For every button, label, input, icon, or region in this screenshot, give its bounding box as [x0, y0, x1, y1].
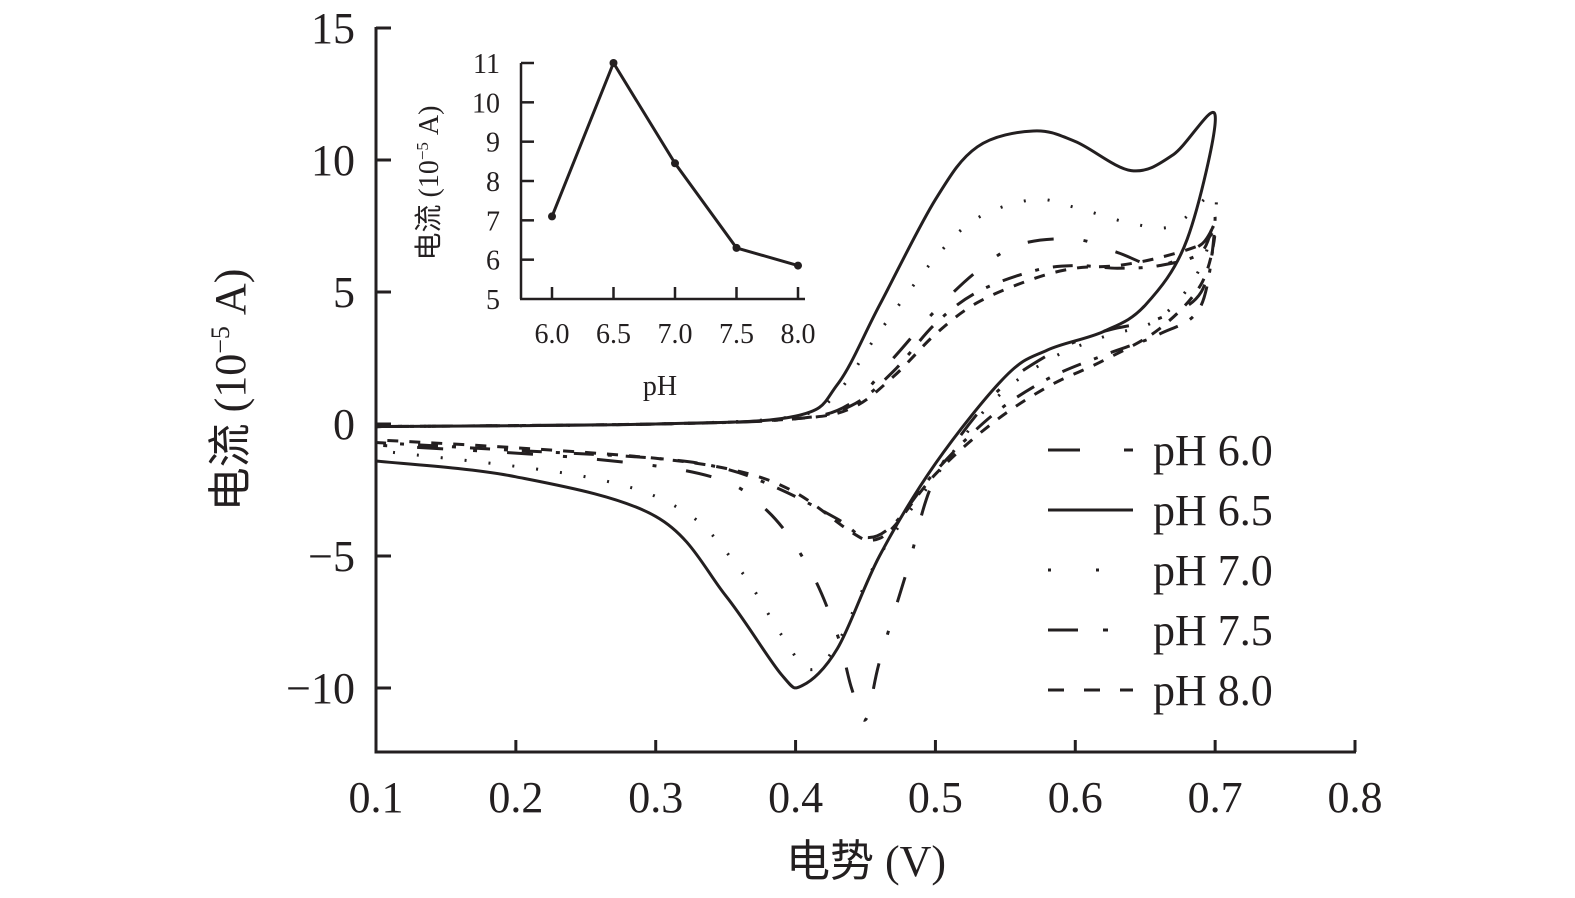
inset-y-tick-label: 11: [473, 49, 500, 80]
inset-series: [548, 59, 802, 270]
inset-y-label-sup: −5: [413, 142, 432, 160]
inset-chart: 5 6 7 8 9 10 11 6.0 6.5 7.0 7.5 8.0 pH 电流 (10−5 A): [413, 49, 816, 402]
legend-item: pH 7.0: [1048, 546, 1273, 595]
inset-y-tick-label: 5: [486, 285, 500, 316]
inset-x-ticks: 6.0 6.5 7.0 7.5 8.0: [535, 287, 816, 350]
main-y-label-prefix: 电流 (10: [206, 354, 255, 512]
inset-y-ticks: 5 6 7 8 9 10 11: [472, 49, 534, 316]
cv-curve-ph-6-0: [375, 222, 1217, 722]
inset-y-axis-label: 电流 (10−5 A): [413, 106, 445, 261]
main-x-tick-label: 0.6: [1048, 773, 1103, 822]
legend-label: pH 6.0: [1153, 426, 1273, 475]
inset-y-tick-label: 6: [486, 246, 500, 277]
inset-y-tick-label: 10: [472, 88, 500, 119]
legend-label: pH 6.5: [1153, 486, 1273, 535]
main-curves: [375, 111, 1218, 722]
cv-curve-ph-6-5: [375, 111, 1217, 690]
main-x-ticks: 0.1 0.2 0.3 0.4 0.5 0.6 0.7 0.8: [349, 740, 1383, 822]
inset-x-tick-label: 7.0: [658, 319, 693, 350]
inset-point: [671, 159, 679, 168]
inset-point: [732, 243, 741, 252]
main-x-tick-label: 0.2: [488, 773, 543, 822]
main-x-tick-label: 0.4: [768, 773, 823, 822]
legend-label: pH 7.0: [1153, 546, 1273, 595]
main-y-tick-label: 5: [333, 268, 355, 317]
main-y-tick-label: 15: [311, 4, 355, 53]
inset-x-axis-label: pH: [643, 371, 677, 402]
main-x-tick-label: 0.3: [628, 773, 683, 822]
legend: pH 6.0 pH 6.5 pH 7.0 pH 7.5 pH 8.0: [1048, 426, 1273, 715]
inset-y-tick-label: 8: [486, 167, 500, 198]
main-y-tick-label: −10: [286, 664, 355, 713]
main-y-tick-label: 0: [333, 400, 355, 449]
main-x-tick-label: 0.8: [1328, 773, 1383, 822]
inset-x-tick-label: 8.0: [781, 319, 816, 350]
legend-item: pH 7.5: [1048, 606, 1273, 655]
cv-curve-ph-8-0: [375, 228, 1217, 542]
inset-y-label-prefix: 电流 (10: [413, 160, 445, 260]
inset-y-label-suffix: A): [414, 106, 445, 143]
inset-point: [609, 59, 618, 67]
main-y-label-suffix: A): [206, 269, 255, 326]
main-x-axis-label: 电势 (V): [786, 837, 946, 886]
main-x-tick-label: 0.7: [1188, 773, 1243, 822]
main-y-tick-label: 10: [311, 136, 355, 185]
main-chart: −10 −5 0 5 10 15 0.1 0.2 0.3 0.4 0.5 0.6 0.7 0.8 电势 …: [206, 4, 1383, 886]
main-y-ticks: −10 −5 0 5 10 15: [286, 4, 391, 713]
legend-label: pH 8.0: [1153, 666, 1273, 715]
inset-x-tick-label: 6.5: [596, 319, 631, 350]
main-y-tick-label: −5: [308, 532, 355, 581]
main-y-label-sup: −5: [206, 326, 235, 354]
cv-curve-ph-7-5: [375, 215, 1217, 540]
main-x-tick-label: 0.1: [349, 773, 404, 822]
inset-point: [794, 261, 802, 270]
legend-item: pH 6.5: [1048, 486, 1273, 535]
main-x-tick-label: 0.5: [908, 773, 963, 822]
inset-point: [548, 212, 556, 221]
legend-item: pH 8.0: [1048, 666, 1273, 715]
legend-label: pH 7.5: [1153, 606, 1273, 655]
inset-y-tick-label: 9: [486, 128, 500, 159]
inset-x-tick-label: 7.5: [719, 319, 754, 350]
legend-item: pH 6.0: [1048, 426, 1273, 475]
inset-x-tick-label: 6.0: [535, 319, 570, 350]
inset-y-tick-label: 7: [486, 206, 500, 237]
main-y-axis-label: 电流 (10−5 A): [206, 269, 255, 512]
